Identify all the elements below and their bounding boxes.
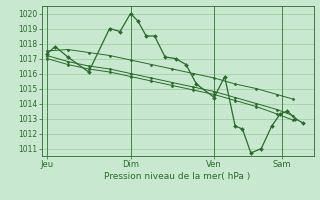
- X-axis label: Pression niveau de la mer( hPa ): Pression niveau de la mer( hPa ): [104, 172, 251, 181]
